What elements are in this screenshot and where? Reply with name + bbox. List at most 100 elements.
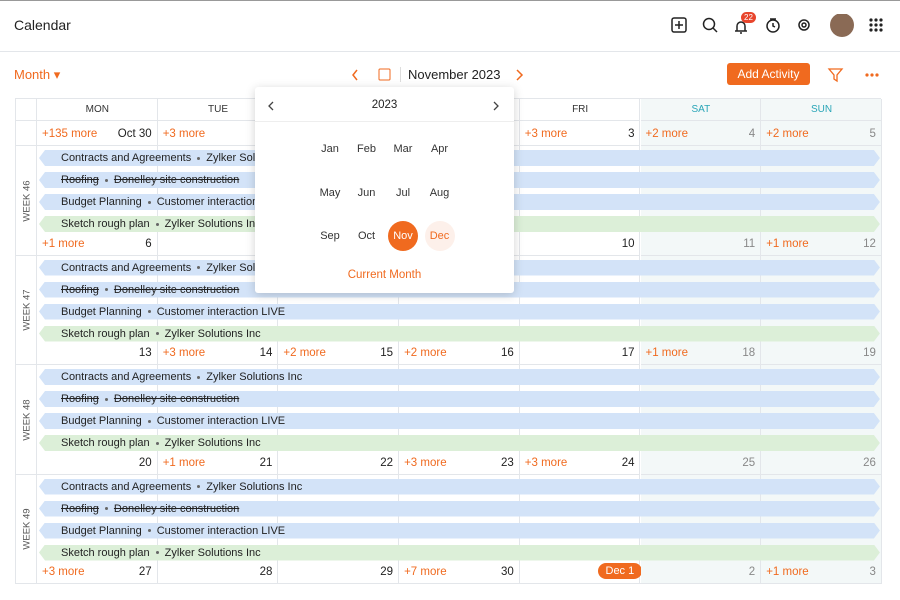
more-link[interactable]: +135 more <box>42 128 98 140</box>
weekday-cell <box>761 99 882 121</box>
day-cell[interactable] <box>37 121 158 146</box>
separator-dot <box>156 442 159 445</box>
separator-dot <box>148 310 151 313</box>
event-bar[interactable]: Roofing Donelley site construction <box>39 501 880 517</box>
more-link[interactable]: +2 more <box>766 128 809 140</box>
separator-dot <box>197 266 200 269</box>
event-bar[interactable]: Contracts and Agreements Zylker Solutions… <box>39 369 880 385</box>
event-subtitle: Zylker Solutions Inc <box>164 546 261 559</box>
apps-icon[interactable] <box>869 18 883 32</box>
next-year[interactable] <box>493 101 499 111</box>
date-number: 23 <box>500 456 514 469</box>
more-link[interactable]: +1 more <box>645 347 689 359</box>
month-option[interactable]: Nov <box>388 221 418 251</box>
more-link[interactable]: +1 more <box>42 237 85 250</box>
more-icon[interactable] <box>865 73 879 77</box>
prev-button[interactable] <box>352 69 358 81</box>
day-cell[interactable] <box>761 121 882 146</box>
more-link[interactable]: +1 more <box>766 566 809 578</box>
picker-divider <box>255 121 514 122</box>
week-label: WEEK 48 <box>21 399 32 441</box>
avatar[interactable] <box>830 14 854 37</box>
weekday-label: SAT <box>691 104 711 115</box>
week-label-cell <box>16 474 37 584</box>
event-bar[interactable]: Budget Planning Customer interaction LIVE <box>39 523 880 539</box>
more-link[interactable]: +3 more <box>524 128 568 140</box>
month-option[interactable]: Dec <box>424 221 455 251</box>
month-option[interactable]: Mar <box>393 143 413 155</box>
weekday-cell <box>519 99 641 121</box>
date-number: 13 <box>138 347 152 359</box>
month-option[interactable]: May <box>319 186 341 199</box>
week-label-cell <box>16 365 37 475</box>
more-link[interactable]: +7 more <box>404 566 447 578</box>
separator-dot <box>197 376 200 379</box>
event-title: Budget Planning <box>61 415 142 427</box>
date-number: 11 <box>743 237 756 250</box>
date-number: 4 <box>748 128 756 140</box>
event-bar[interactable]: Contracts and Agreements Zylker Solutions… <box>39 479 880 495</box>
more-link[interactable]: +3 more <box>42 566 85 578</box>
month-option[interactable]: Sep <box>320 230 340 242</box>
event-subtitle: Zylker Solutions Inc <box>164 327 261 340</box>
month-option[interactable]: Feb <box>357 143 376 155</box>
next-button[interactable] <box>516 69 524 81</box>
add-icon[interactable] <box>671 17 687 33</box>
settings-icon[interactable] <box>798 19 810 31</box>
timer-icon[interactable] <box>766 19 780 33</box>
separator-dot <box>156 551 159 554</box>
event-title: Contracts and Agreements <box>61 371 192 383</box>
event-title: Sketch rough plan <box>61 546 150 559</box>
more-link[interactable]: +3 more <box>162 128 206 140</box>
date-number: 19 <box>863 347 876 359</box>
date-number: 24 <box>621 456 635 469</box>
nav-controls <box>352 68 524 81</box>
calendar-icon[interactable] <box>378 68 391 81</box>
day-cell[interactable] <box>640 121 762 146</box>
event-bar[interactable]: Sketch rough plan Zylker Solutions Inc <box>39 545 880 561</box>
event-bar[interactable]: Sketch rough plan Zylker Solutions Inc <box>39 435 880 451</box>
event-bar[interactable]: Budget Planning Customer interaction LIVE <box>39 304 880 320</box>
search-icon[interactable] <box>702 17 716 31</box>
month-option[interactable]: Oct <box>357 230 376 242</box>
month-option[interactable]: Apr <box>430 143 449 155</box>
month-option[interactable]: Jun <box>357 186 376 199</box>
day-cell[interactable] <box>519 121 641 146</box>
event-subtitle: Customer interaction LIVE <box>156 196 286 208</box>
date-number: 27 <box>138 566 152 578</box>
more-link[interactable]: +3 more <box>524 456 568 469</box>
event-title: Roofing <box>61 174 99 186</box>
more-link[interactable]: +2 more <box>404 347 447 359</box>
view-label: Month <box>14 67 51 82</box>
view-selector[interactable]: Month ▾ <box>14 67 61 82</box>
event-subtitle: Customer interaction LIVE <box>156 305 286 318</box>
weekday-label: SUN <box>810 104 833 115</box>
more-link[interactable]: +3 more <box>404 456 447 469</box>
more-link[interactable]: +2 more <box>645 128 689 140</box>
date-number: 14 <box>259 347 273 359</box>
more-link[interactable]: +1 more <box>766 237 809 250</box>
more-link[interactable]: +1 more <box>162 456 206 469</box>
add-activity-button[interactable]: Add Activity <box>727 63 810 85</box>
week-label-cell <box>16 146 37 256</box>
event-bar[interactable]: Budget Planning Customer interaction LIVE <box>39 413 880 429</box>
month-option[interactable]: Jan <box>321 143 339 155</box>
event-bar[interactable]: Sketch rough plan Zylker Solutions Inc <box>39 326 880 342</box>
bell-icon[interactable] <box>735 21 747 34</box>
separator-dot <box>197 157 200 160</box>
month-option[interactable]: Aug <box>429 186 450 199</box>
separator-dot <box>105 179 108 182</box>
prev-year[interactable] <box>268 101 274 111</box>
current-month-link[interactable]: Current Month <box>347 269 422 281</box>
filter-icon[interactable] <box>827 68 844 83</box>
event-subtitle: Customer interaction LIVE <box>156 415 286 427</box>
event-bar[interactable]: Roofing Donelley site construction <box>39 391 880 407</box>
more-link[interactable]: +3 more <box>162 347 206 359</box>
date-number: 26 <box>863 456 876 469</box>
week-label-cell <box>16 255 37 365</box>
month-option[interactable]: Jul <box>395 186 411 199</box>
event-subtitle: Zylker Solutions Inc <box>206 371 303 383</box>
month-label: November 2023 <box>400 67 501 82</box>
date-number: 5 <box>869 128 876 140</box>
more-link[interactable]: +2 more <box>283 347 326 359</box>
